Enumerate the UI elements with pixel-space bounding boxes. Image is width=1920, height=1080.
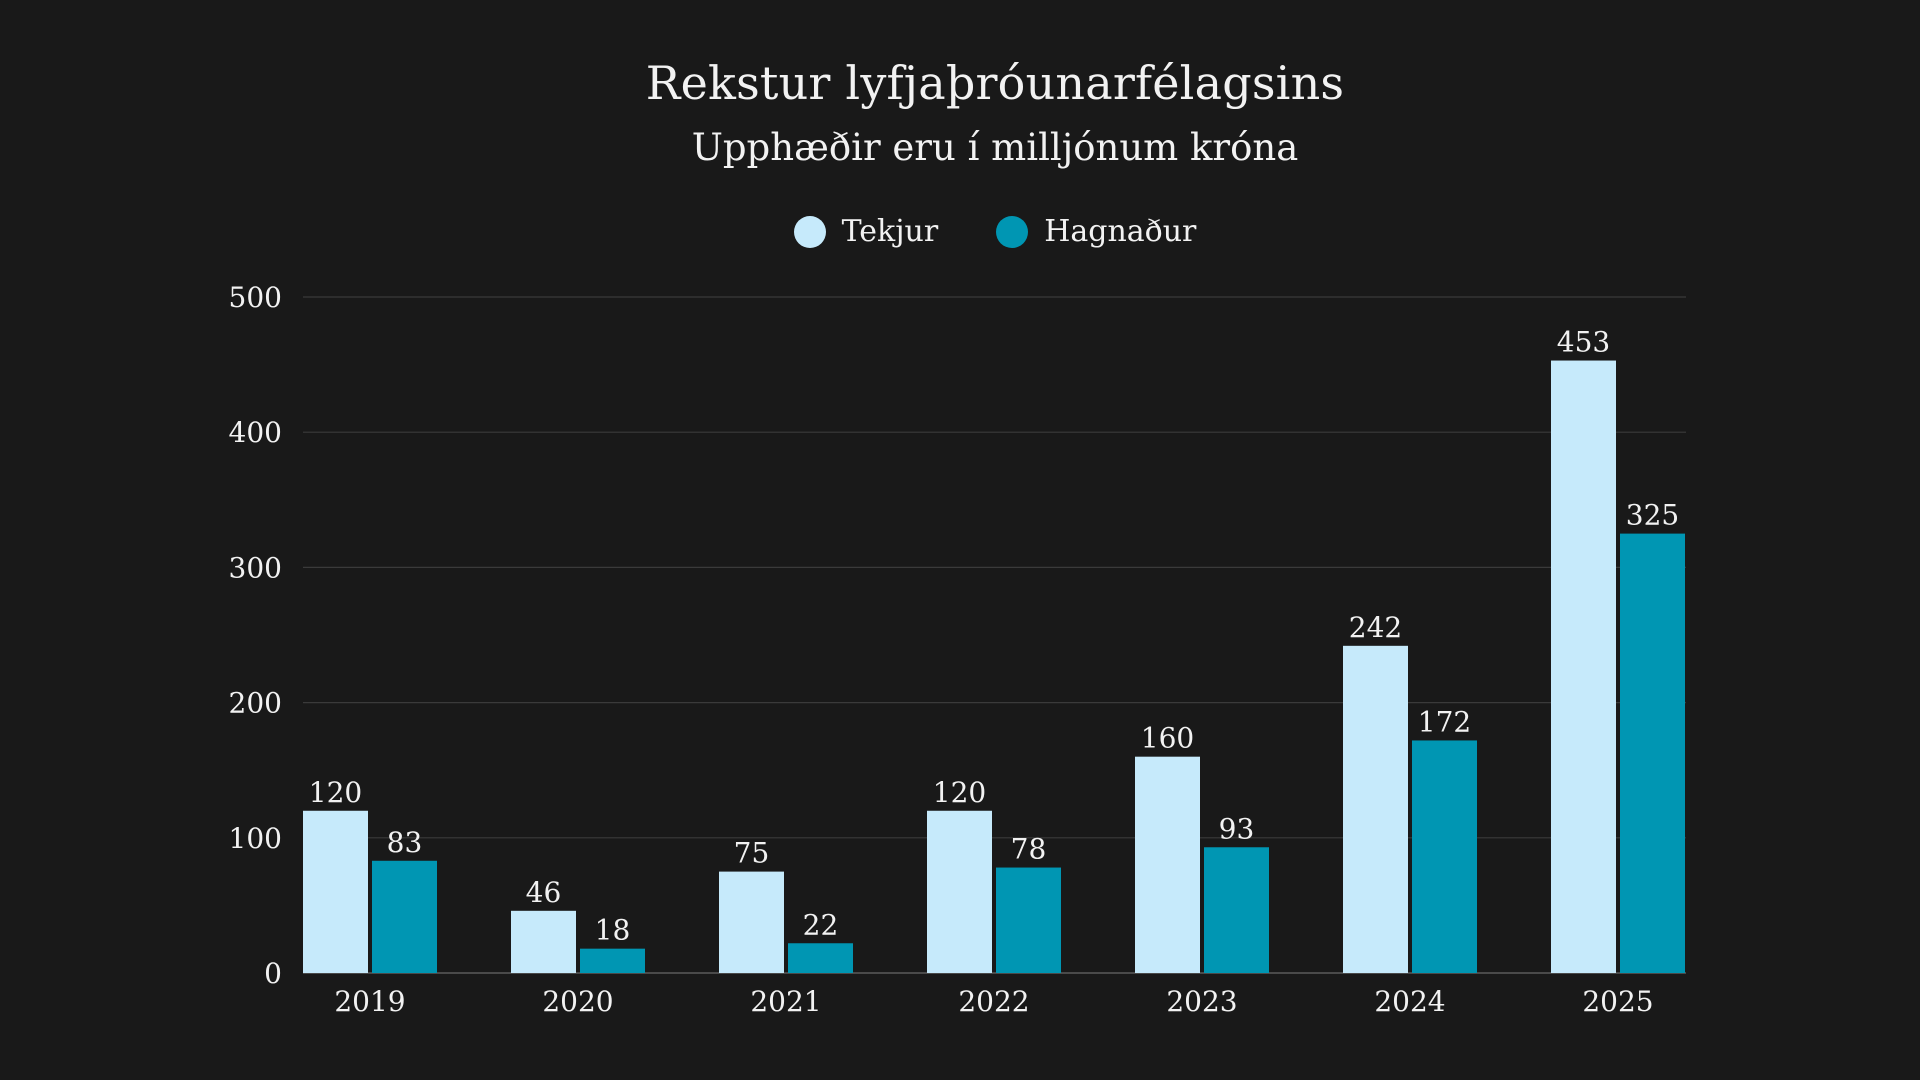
x-tick-label: 2022 [958, 985, 1029, 1018]
x-tick-label: 2023 [1166, 985, 1237, 1018]
bar [1204, 847, 1269, 973]
bar [1135, 756, 1200, 973]
data-label: 325 [1626, 499, 1679, 532]
data-label: 242 [1349, 611, 1402, 644]
data-label: 453 [1557, 326, 1610, 359]
x-tick-label: 2021 [750, 985, 821, 1018]
data-label: 78 [1011, 833, 1047, 866]
y-tick-label: 200 [229, 687, 282, 720]
legend-item-tekjur: Tekjur [793, 214, 939, 249]
y-tick-label: 0 [264, 957, 282, 990]
y-tick-label: 100 [229, 822, 282, 855]
bar [927, 810, 992, 973]
bar [1551, 360, 1616, 973]
bar [1620, 533, 1685, 973]
data-label: 22 [803, 908, 839, 941]
data-label: 46 [526, 876, 562, 909]
y-tick-label: 400 [229, 416, 282, 449]
legend-label-hagnadur: Hagnaður [1044, 214, 1197, 249]
x-tick-label: 2024 [1374, 985, 1445, 1018]
bar [1412, 740, 1477, 973]
y-tick-label: 300 [229, 551, 282, 584]
bar [303, 810, 368, 973]
bar [511, 910, 576, 973]
bar [1343, 645, 1408, 973]
x-tick-label: 2025 [1582, 985, 1653, 1018]
y-tick-label: 500 [229, 281, 282, 314]
data-label: 172 [1418, 705, 1471, 738]
bar [788, 943, 853, 973]
legend-swatch-tekjur [793, 215, 826, 248]
legend: Tekjur Hagnaður [0, 214, 1920, 249]
chart-subtitle: Upphæðir eru í milljónum króna [691, 126, 1299, 169]
legend-label-tekjur: Tekjur [841, 214, 939, 249]
x-tick-label: 2020 [542, 985, 613, 1018]
data-label: 160 [1141, 722, 1194, 755]
bar [719, 871, 784, 973]
chart-title: Rekstur lyfjaþróunarfélagsins [645, 56, 1345, 110]
data-label: 93 [1219, 812, 1255, 845]
data-label: 120 [309, 776, 362, 809]
legend-item-hagnadur: Hagnaður [996, 214, 1196, 249]
bar [580, 948, 645, 973]
bar [996, 867, 1061, 973]
data-label: 83 [387, 826, 423, 859]
x-tick-label: 2019 [334, 985, 405, 1018]
bar [372, 860, 437, 973]
data-label: 120 [933, 776, 986, 809]
data-label: 18 [595, 914, 631, 947]
legend-swatch-hagnadur [996, 215, 1029, 248]
data-label: 75 [734, 837, 770, 870]
